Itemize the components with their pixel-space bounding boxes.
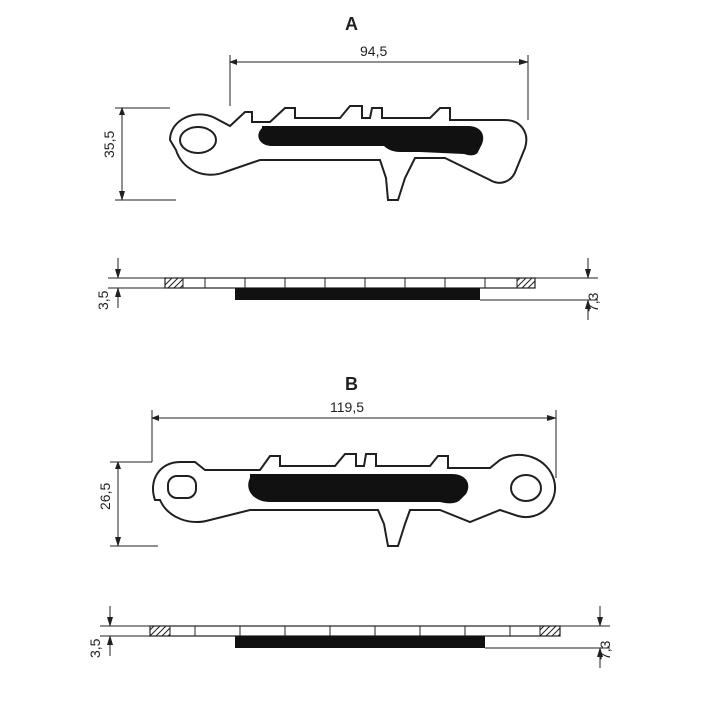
pad-b-side: [150, 626, 560, 648]
pad-b-top: [153, 454, 555, 546]
dim-a-plate: 3,5: [95, 290, 111, 310]
dim-b-plate: 3,5: [87, 638, 103, 658]
dim-b-height: 26,5: [97, 483, 113, 510]
technical-drawing: A 94,5 35,5: [0, 0, 724, 724]
dim-a-width: 94,5: [360, 43, 387, 59]
pad-a-top: [170, 106, 526, 200]
dim-b-total: 7,3: [597, 640, 613, 660]
label-a: A: [345, 14, 358, 34]
dims-a-top: 94,5 35,5: [101, 43, 528, 200]
dims-b-top: 119,5 26,5: [97, 399, 556, 546]
dim-b-width: 119,5: [330, 399, 364, 415]
pad-a-side: [165, 278, 535, 300]
dim-a-total: 7,3: [585, 292, 601, 312]
dim-a-height: 35,5: [101, 131, 117, 158]
label-b: B: [345, 374, 358, 394]
